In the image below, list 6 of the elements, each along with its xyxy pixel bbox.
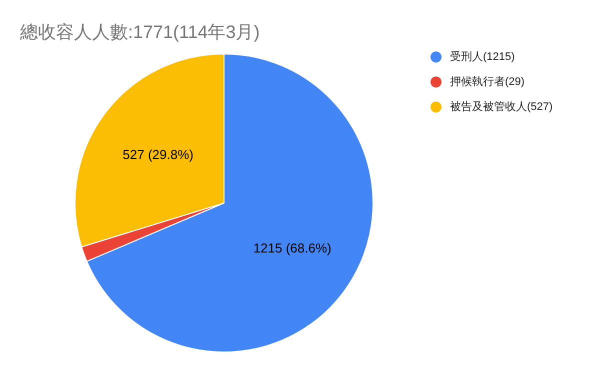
legend-label: 押候執行者(29) xyxy=(450,75,525,88)
chart-title: 總收容人人數:1771(114年3月) xyxy=(19,22,260,42)
data-label: 527 (29.8%) xyxy=(122,146,194,162)
data-label: 1215 (68.6%) xyxy=(253,240,332,256)
legend-label: 受刑人(1215) xyxy=(450,50,515,63)
legend-label: 被告及被管收人(527) xyxy=(450,100,553,113)
